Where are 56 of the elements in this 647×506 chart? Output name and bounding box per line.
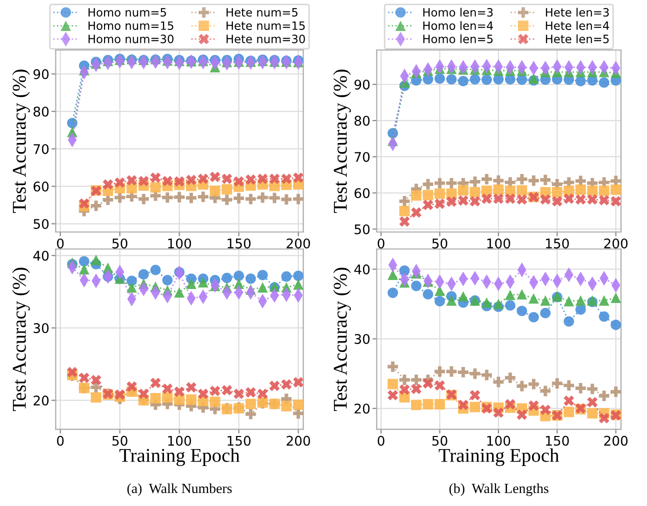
legend-label: Homo len=4 bbox=[423, 21, 493, 30]
x-tick-label: 150 bbox=[546, 238, 569, 248]
x-tick-label: 200 bbox=[604, 436, 628, 446]
y-tick-label: 50 bbox=[34, 218, 49, 229]
text: (a) Walk Numbers bbox=[127, 483, 232, 496]
x-tick-label: 200 bbox=[286, 238, 310, 248]
x-tick-label: 100 bbox=[487, 238, 510, 248]
y-tick-label: 90 bbox=[354, 80, 370, 90]
legend-label: Homo num=5 bbox=[88, 8, 166, 17]
x-tick-label: 100 bbox=[487, 436, 510, 446]
y-tick-label: 50 bbox=[354, 224, 370, 234]
x-tick-label: 200 bbox=[604, 238, 628, 248]
y-tick-label: 20 bbox=[34, 396, 49, 406]
x-tick-label: 150 bbox=[228, 436, 251, 446]
legend-label: Homo len=5 bbox=[423, 34, 493, 44]
y-axis-title: Test Accuracy (%) bbox=[12, 70, 30, 213]
y-tick-label: 80 bbox=[34, 106, 49, 117]
y-tick-label: 40 bbox=[33, 250, 49, 261]
y-tick-label: 90 bbox=[33, 69, 49, 80]
x-tick-label: 0 bbox=[378, 436, 384, 446]
x-tick-label: 150 bbox=[228, 238, 251, 248]
legend-label: Homo num=15 bbox=[88, 21, 174, 30]
y-tick-label: 30 bbox=[354, 334, 370, 344]
x-tick-label: 0 bbox=[57, 436, 64, 446]
x-tick-label: 200 bbox=[286, 436, 310, 446]
legend-label: Hete num=5 bbox=[226, 8, 298, 17]
y-tick-label: 40 bbox=[354, 264, 370, 274]
y-tick-label: 60 bbox=[34, 182, 49, 192]
x-tick-label: 50 bbox=[112, 238, 128, 248]
x-tick-label: 0 bbox=[378, 238, 384, 248]
legend-label: Hete len=4 bbox=[546, 21, 610, 30]
y-tick-label: 70 bbox=[354, 152, 370, 162]
y-axis-title: Test Accuracy (%) bbox=[12, 268, 30, 411]
x-tick-label: 150 bbox=[546, 436, 569, 446]
y-tick-label: 20 bbox=[354, 404, 370, 414]
x-tick-label: 50 bbox=[432, 238, 448, 248]
x-tick-label: 100 bbox=[168, 436, 192, 446]
y-axis-title: Test Accuracy (%) bbox=[333, 70, 351, 213]
legend-label: Homo num=30 bbox=[88, 34, 174, 44]
x-axis-title: Training Epoch bbox=[119, 448, 240, 466]
text: (b) Walk Lengths bbox=[449, 483, 548, 496]
legend-label: Hete num=15 bbox=[226, 21, 305, 30]
y-tick-label: 60 bbox=[354, 188, 370, 198]
x-tick-label: 50 bbox=[432, 436, 448, 446]
y-tick-label: 30 bbox=[34, 323, 49, 334]
x-axis-title: Training Epoch bbox=[438, 448, 559, 466]
x-tick-label: 0 bbox=[57, 238, 64, 248]
legend-label: Hete len=3 bbox=[546, 8, 609, 17]
x-tick-label: 50 bbox=[112, 436, 128, 446]
legend-label: Hete num=30 bbox=[226, 34, 305, 44]
y-axis-title: Test Accuracy (%) bbox=[333, 268, 351, 411]
y-tick-label: 80 bbox=[354, 116, 370, 126]
legend-label: Hete len=5 bbox=[546, 34, 609, 44]
x-tick-label: 100 bbox=[168, 238, 192, 248]
y-tick-label: 70 bbox=[34, 144, 49, 154]
legend-label: Homo len=3 bbox=[423, 8, 493, 17]
